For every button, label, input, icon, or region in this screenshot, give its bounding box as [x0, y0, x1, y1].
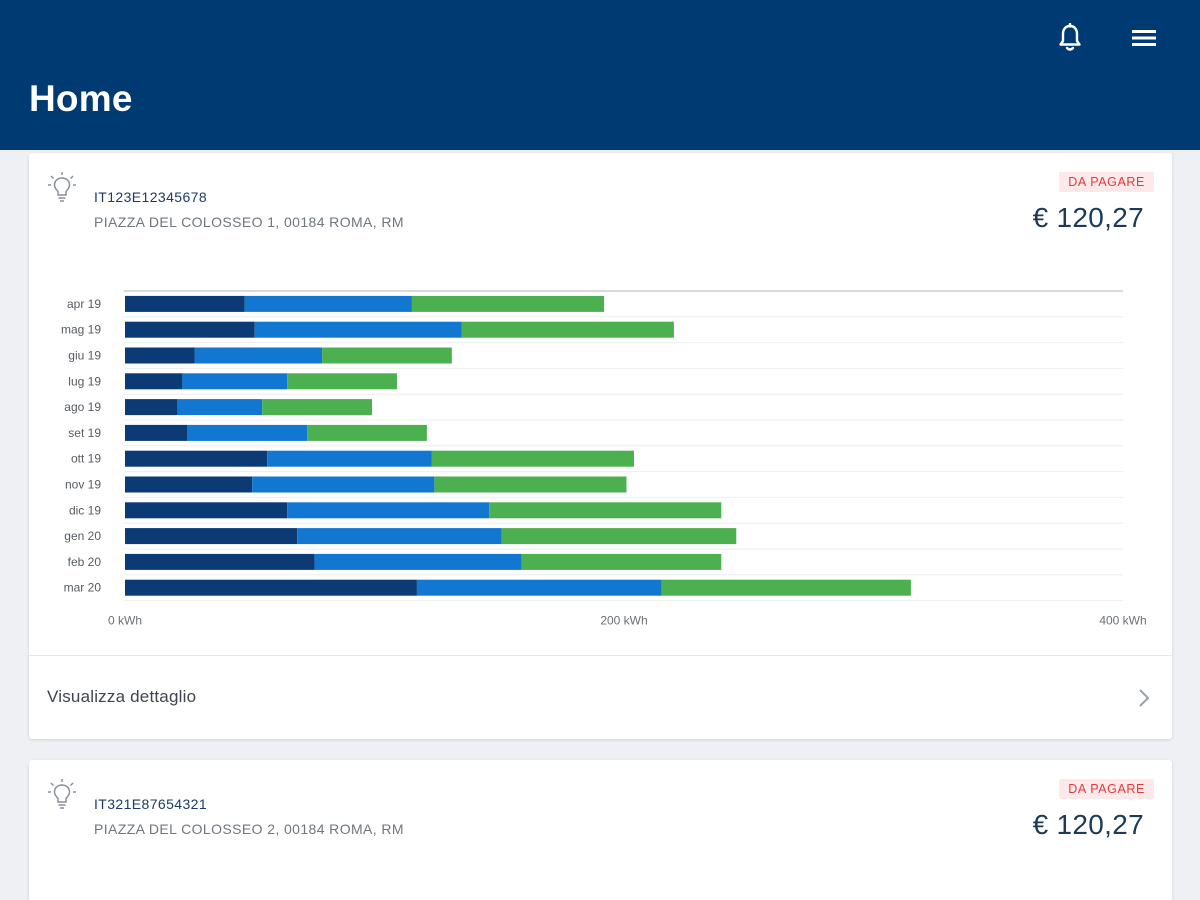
view-detail-label: Visualizza dettaglio [47, 687, 197, 706]
app-header: Home [0, 0, 1200, 150]
chart-bar-f2 [244, 295, 412, 312]
chart-bar-f2 [177, 399, 263, 416]
chart-bar-f1 [125, 502, 288, 519]
chart-bar-f2 [297, 528, 502, 545]
chart-bar-f2 [287, 502, 490, 519]
lightbulb-icon [48, 779, 76, 809]
amount-due: € 120,27 [1032, 809, 1144, 840]
supply-address: PIAZZA DEL COLOSSEO 1, 00184 ROMA, RM [94, 214, 404, 230]
chart-bar-f3 [661, 579, 911, 596]
chart-category-label: mar 20 [64, 581, 102, 595]
chart-bar-f2 [252, 476, 435, 493]
chart-bar-f1 [125, 476, 253, 493]
page-title: Home [29, 78, 133, 119]
chart-category-label: lug 19 [68, 374, 101, 388]
pod-code: IT123E12345678 [94, 189, 208, 205]
chart-category-label: apr 19 [67, 297, 101, 311]
chart-bar-f1 [125, 450, 268, 467]
chart-category-label: dic 19 [69, 503, 101, 517]
chart-bar-f3 [521, 553, 722, 570]
chevron-right-icon [1139, 689, 1150, 707]
chart-bar-f3 [411, 295, 605, 312]
chart-bar-f2 [187, 424, 308, 441]
chart-category-label: ott 19 [71, 452, 101, 466]
hamburger-menu-icon [1132, 30, 1156, 46]
chart-bar-f1 [125, 399, 178, 416]
chart-category-label: set 19 [68, 426, 101, 440]
chart-bar-f1 [125, 347, 195, 364]
chart-bar-f2 [194, 347, 323, 364]
notifications-button[interactable] [1053, 21, 1087, 55]
menu-button[interactable] [1127, 21, 1161, 55]
chart-x-tick-label: 0 kWh [108, 614, 142, 628]
view-detail-link[interactable]: Visualizza dettaglio [29, 656, 1172, 739]
chart-bar-f3 [262, 399, 373, 416]
chart-bar-f1 [125, 321, 255, 338]
consumption-chart: apr 19 mag 19 giu 19 lug 19 ago 19 set 19 ott … [61, 290, 1147, 628]
chart-category-label: ago 19 [64, 400, 101, 414]
supply-address: PIAZZA DEL COLOSSEO 2, 00184 ROMA, RM [94, 821, 404, 837]
pod-code: IT321E87654321 [94, 796, 208, 812]
chart-bar-f3 [307, 424, 427, 441]
status-badge: DA PAGARE [1059, 779, 1154, 799]
supply-card: IT321E87654321 PIAZZA DEL COLOSSEO 2, 00… [29, 760, 1172, 900]
chart-x-tick-label: 200 kWh [600, 614, 647, 628]
chart-bar-f3 [489, 502, 722, 519]
chart-category-label: mag 19 [61, 323, 101, 337]
status-badge: DA PAGARE [1059, 172, 1154, 192]
chart-bar-f3 [501, 528, 737, 545]
chart-category-label: feb 20 [68, 555, 102, 569]
chart-bar-f2 [416, 579, 662, 596]
chart-bar-f3 [287, 373, 397, 390]
supply-card: IT123E12345678 PIAZZA DEL COLOSSEO 1, 00… [29, 153, 1172, 739]
divider [29, 655, 1172, 656]
chart-bar-f3 [434, 476, 627, 493]
bell-icon [1059, 23, 1081, 51]
chart-bar-f1 [125, 373, 183, 390]
chart-category-label: gen 20 [64, 529, 101, 543]
chart-bar-f1 [125, 424, 188, 441]
chart-bar-f2 [182, 373, 288, 390]
amount-due: € 120,27 [1032, 202, 1144, 233]
chart-category-label: nov 19 [65, 478, 101, 492]
chart-bar-f3 [431, 450, 634, 467]
chart-bar-f2 [254, 321, 462, 338]
chart-bar-f2 [267, 450, 432, 467]
chart-bar-f1 [125, 295, 245, 312]
chart-bar-f1 [125, 553, 315, 570]
chart-x-tick-label: 400 kWh [1099, 614, 1146, 628]
chart-bar-f3 [322, 347, 452, 364]
lightbulb-icon [48, 172, 76, 202]
chart-bar-f1 [125, 528, 298, 545]
chart-bar-f1 [125, 579, 417, 596]
chart-bar-f2 [314, 553, 522, 570]
chart-category-label: giu 19 [68, 349, 101, 363]
chart-bar-f3 [461, 321, 674, 338]
